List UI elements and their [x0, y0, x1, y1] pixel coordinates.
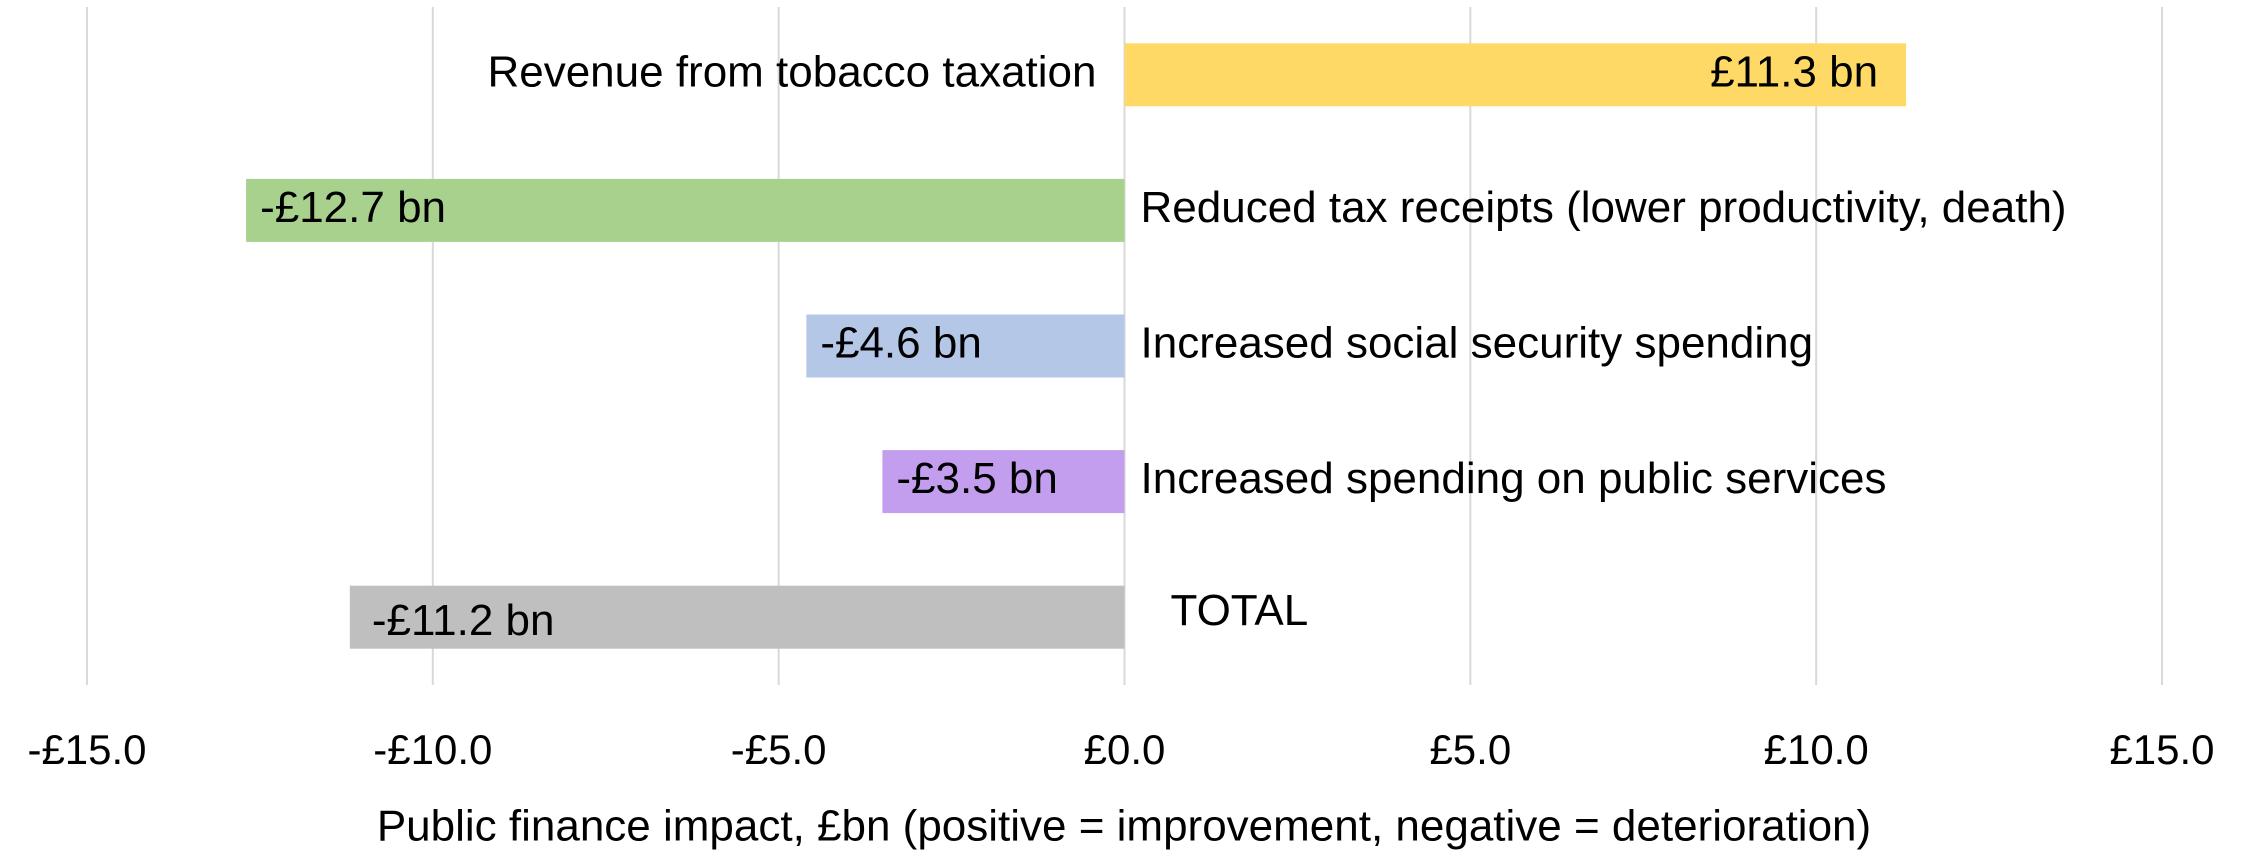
- value-label: -£3.5 bn: [896, 454, 1057, 503]
- x-axis-label: Public finance impact, £bn (positive = i…: [377, 802, 1871, 851]
- x-tick-label: -£5.0: [731, 726, 827, 773]
- x-tick-label: -£15.0: [27, 726, 146, 773]
- category-label: Increased spending on public services: [1141, 454, 1887, 503]
- category-label: Increased social security spending: [1141, 319, 1814, 368]
- category-label: Revenue from tobacco taxation: [487, 47, 1096, 96]
- value-label: -£4.6 bn: [820, 319, 981, 368]
- x-tick-label: £10.0: [1764, 726, 1869, 773]
- value-label: £11.3 bn: [1710, 47, 1878, 96]
- value-label: -£12.7 bn: [260, 183, 446, 232]
- bar: [1124, 43, 1907, 107]
- value-label: -£11.2 bn: [372, 596, 555, 645]
- category-label: TOTAL: [1171, 586, 1309, 635]
- x-tick-label: £15.0: [2109, 726, 2214, 773]
- bar: [806, 314, 1125, 378]
- bar: [882, 450, 1125, 514]
- category-label: Reduced tax receipts (lower productivity…: [1141, 183, 2067, 232]
- x-tick-label: £0.0: [1084, 726, 1166, 773]
- x-tick-label: -£10.0: [373, 726, 492, 773]
- bar: [349, 585, 1125, 649]
- x-tick-label: £5.0: [1429, 726, 1511, 773]
- bar: [246, 178, 1125, 242]
